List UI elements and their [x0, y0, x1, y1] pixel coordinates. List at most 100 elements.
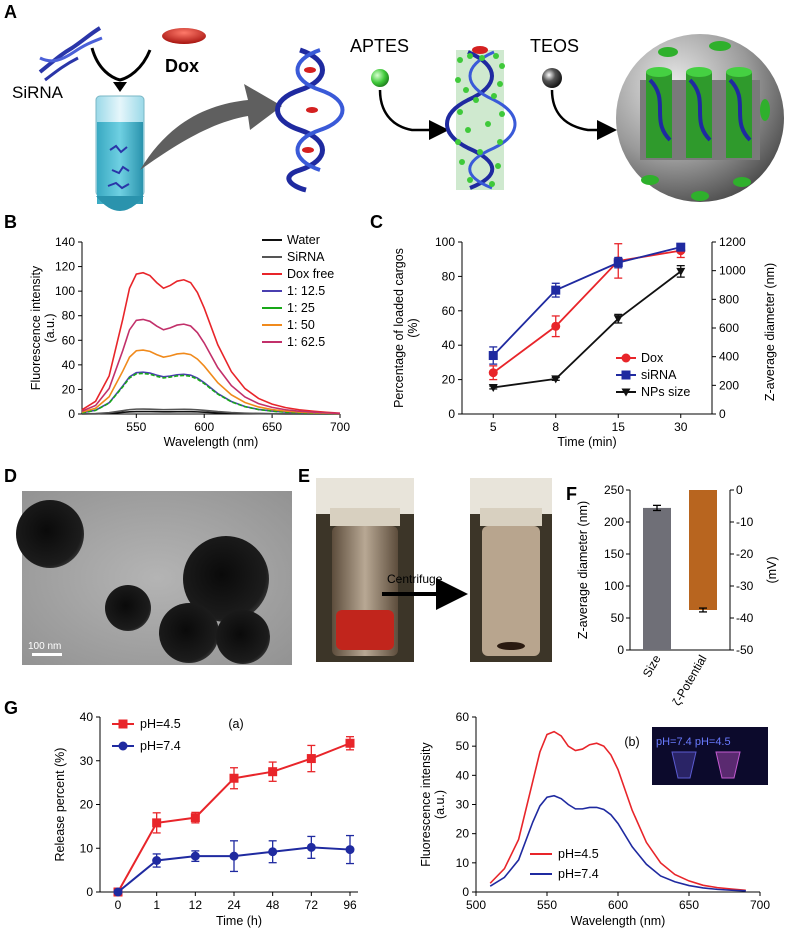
teos-ball-icon	[542, 68, 562, 88]
x-tick-label: 600	[194, 420, 214, 434]
y-tick-label: 10	[80, 841, 94, 855]
bar-size	[643, 507, 671, 650]
y2-tick-label: 1200	[719, 235, 746, 249]
panel-g: G 0 10 20 30 40 0 1 12 24 48 72 96 Time (h) Release p…	[4, 698, 770, 928]
x-axis-label: Time (min)	[557, 435, 616, 449]
data-point	[190, 851, 200, 861]
chart-g-b-fluorescence: 0 10 20 30 40 50 60 500 550 600 650 700 Wavelength (…	[419, 710, 770, 928]
panel-letter-a: A	[4, 2, 17, 22]
sirna-label: SiRNA	[12, 83, 64, 102]
y-tick-label: 20	[62, 382, 76, 396]
data-point	[152, 818, 162, 828]
y-axis-label: Z-average diameter (nm)	[576, 501, 590, 639]
y-tick-label: 40	[456, 768, 470, 782]
y-tick-label: 30	[456, 798, 470, 812]
panel-letter-g: G	[4, 698, 18, 718]
y-tick-label: 0	[68, 407, 75, 421]
y-tick-label: 100	[604, 579, 624, 593]
data-point	[676, 267, 686, 276]
legend-label: 1: 62.5	[287, 335, 325, 349]
y-axis-label-line: Percentage of loaded cargos	[392, 248, 406, 408]
y2-axis-label: Z-average diameter (nm)	[763, 263, 777, 401]
x-axis-label: Time (h)	[216, 914, 262, 928]
data-point	[551, 285, 561, 295]
y-axis-label-line: (a.u.)	[43, 313, 57, 342]
ph-inset-photo: pH=7.4 pH=4.5	[652, 727, 768, 785]
legend-label: Dox free	[287, 267, 334, 281]
y2-tick-label: -40	[736, 611, 754, 625]
x-tick-label: 600	[608, 898, 628, 912]
x-tick-label: 72	[305, 898, 319, 912]
test-tube-icon	[95, 95, 145, 211]
y-axis-label: Fluorescence intensity(a.u.)	[29, 265, 57, 390]
x-tick-label: 700	[330, 420, 350, 434]
x-tick-label: 550	[537, 898, 557, 912]
y2-tick-label: -50	[736, 643, 754, 657]
y-tick-label: 20	[456, 827, 470, 841]
y-tick-label: 100	[55, 284, 75, 298]
y-tick-label: 80	[62, 309, 76, 323]
scale-bar-label: 100 nm	[28, 641, 61, 652]
y2-tick-label: 200	[719, 378, 739, 392]
y-tick-label: 40	[80, 710, 94, 724]
y2-tick-label: 0	[736, 483, 743, 497]
x-tick-label: 500	[466, 898, 486, 912]
panel-a: A SiRNA Dox APTES	[4, 2, 784, 211]
x-tick-label: 96	[343, 898, 357, 912]
y-tick-label: 150	[604, 547, 624, 561]
mesoporous-nanoparticle-icon	[616, 34, 784, 202]
y-tick-label: 140	[55, 235, 75, 249]
x-axis-label: Wavelength (nm)	[571, 914, 666, 928]
data-point	[268, 767, 278, 777]
x-tick-label: 1	[153, 898, 160, 912]
y2-tick-label: 800	[719, 292, 739, 306]
x-tick-label: 650	[262, 420, 282, 434]
ph-inset-label: pH=7.4 pH=4.5	[656, 736, 731, 748]
data-point	[229, 851, 239, 861]
data-point	[488, 351, 498, 361]
panel-d: D 100 nm	[4, 466, 292, 665]
y-tick-label: 0	[448, 407, 455, 421]
data-point	[306, 842, 316, 852]
x-tick-label: Size	[640, 652, 664, 679]
y-tick-label: 30	[80, 754, 94, 768]
series-line-1	[81, 408, 341, 415]
legend-label: pH=7.4	[140, 739, 181, 753]
x-tick-label: 12	[189, 898, 203, 912]
x-tick-label: 8	[552, 420, 559, 434]
y-axis-label-line: Z-average diameter (nm)	[576, 501, 590, 639]
legend-label: siRNA	[641, 368, 677, 382]
legend-label: pH=4.5	[140, 717, 181, 731]
panel-letter-f: F	[566, 484, 577, 504]
y-axis-label: Fluorescence intensity(a.u.)	[419, 742, 447, 867]
legend-label: Water	[287, 233, 320, 247]
centrifuge-label: Centrifuge	[387, 572, 443, 586]
y-tick-label: 50	[611, 611, 625, 625]
data-point	[152, 856, 162, 865]
y-tick-label: 0	[617, 643, 624, 657]
data-point	[676, 242, 686, 252]
data-point	[190, 813, 200, 823]
y-tick-label: 60	[456, 710, 470, 724]
x-axis-label: Wavelength (nm)	[164, 435, 259, 449]
x-tick-label: 15	[612, 420, 626, 434]
legend-label: NPs size	[641, 385, 690, 399]
data-point	[488, 368, 498, 378]
legend-marker	[621, 388, 631, 397]
y-axis-label: Percentage of loaded cargos(%)	[392, 248, 420, 408]
panel-f: F 0 50 100 150 200 250 0 -10 -20 -30 -40 -50 Z-avera…	[566, 483, 779, 708]
data-point	[306, 754, 316, 764]
y-tick-label: 0	[86, 885, 93, 899]
chart-title: (b)	[624, 735, 639, 749]
teos-arrow-icon	[550, 89, 617, 140]
y2-tick-label: 600	[719, 321, 739, 335]
x-tick-label: 700	[750, 898, 770, 912]
dna-dox-helix-icon	[275, 47, 345, 193]
x-tick-label: ζ-Potential	[669, 653, 709, 708]
panel-b: B 0 20 40 60 80 100 120 140 550 600 650 700 Waveleng…	[4, 212, 350, 449]
legend-label: SiRNA	[287, 250, 325, 264]
vial-after	[470, 478, 552, 662]
